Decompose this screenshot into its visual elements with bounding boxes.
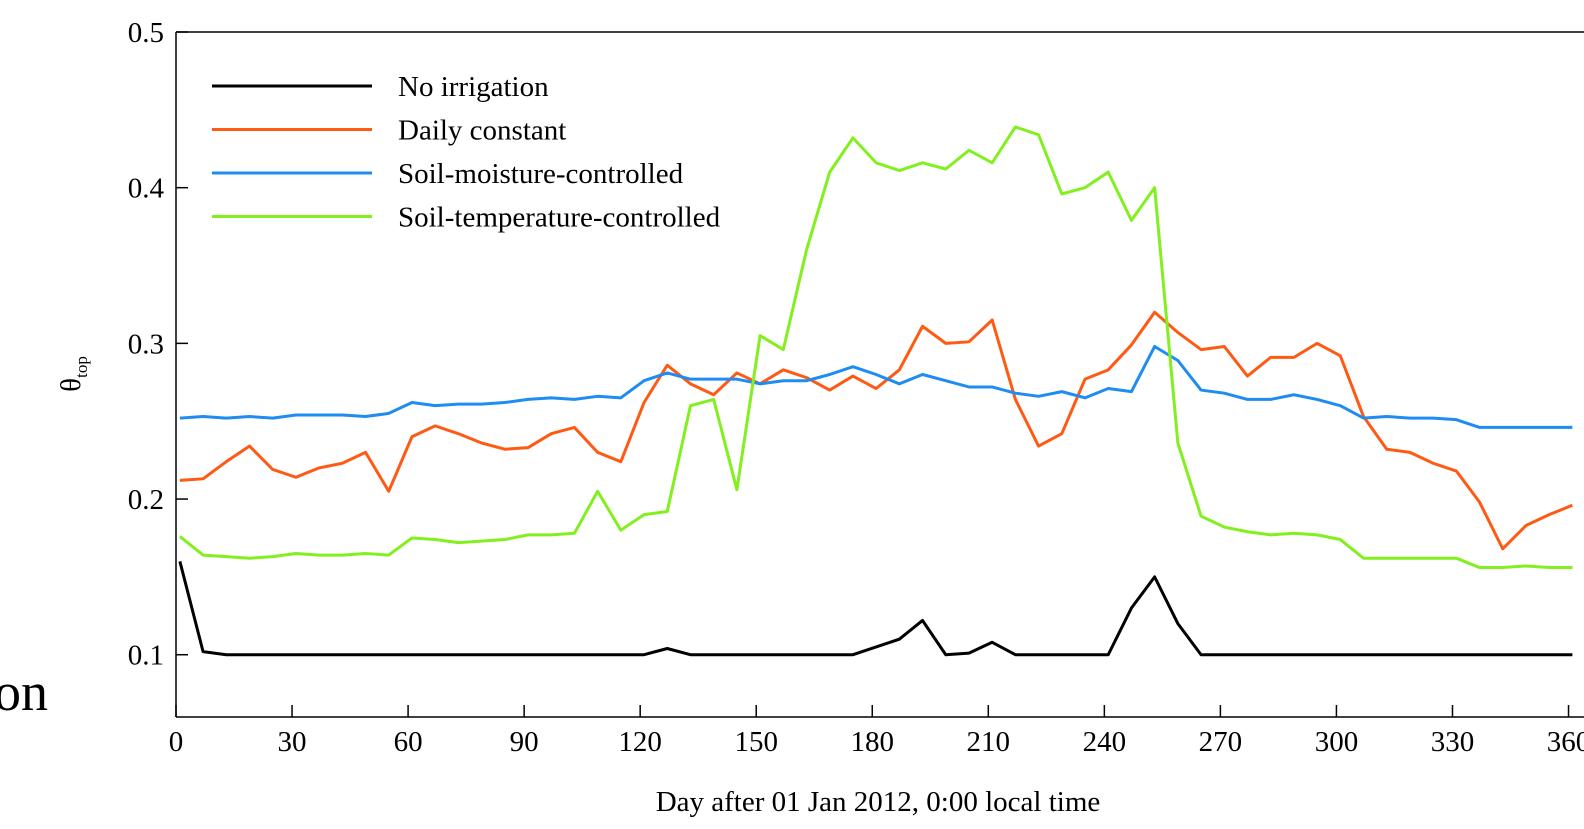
x-axis-title: Day after 01 Jan 2012, 0:00 local time <box>656 786 1101 818</box>
legend-label: Soil-temperature-controlled <box>398 202 721 234</box>
legend-label: Soil-moisture-controlled <box>398 158 684 190</box>
x-tick-label: 360 <box>1547 726 1584 758</box>
x-tick-label: 30 <box>278 726 307 758</box>
x-tick-label: 0 <box>169 726 184 758</box>
y-axis-symbol: θ <box>55 378 87 392</box>
x-tick-label: 210 <box>967 726 1011 758</box>
y-tick-label: 0.1 <box>128 640 164 672</box>
x-tick-label: 120 <box>618 726 662 758</box>
y-tick-label: 0.2 <box>128 484 164 516</box>
x-tick-label: 90 <box>510 726 539 758</box>
x-tick-label: 270 <box>1199 726 1243 758</box>
x-tick-label: 180 <box>851 726 895 758</box>
legend-label: No irrigation <box>398 71 549 103</box>
y-tick-label: 0.3 <box>128 328 164 360</box>
y-axis-subscript: top <box>72 356 91 378</box>
legend-label: Daily constant <box>398 115 566 147</box>
y-tick-label: 0.4 <box>128 173 165 205</box>
series-line <box>179 344 1573 429</box>
y-axis-title: θtop <box>55 356 91 392</box>
x-tick-label: 300 <box>1315 726 1359 758</box>
series-line <box>178 560 1573 657</box>
x-tick-label: 60 <box>394 726 423 758</box>
y-tick-label: 0.5 <box>128 17 164 49</box>
x-tick-label: 330 <box>1431 726 1475 758</box>
x-tick-label: 240 <box>1083 726 1127 758</box>
annotation: on <box>0 662 48 722</box>
series-line <box>179 310 1573 551</box>
x-tick-label: 150 <box>734 726 778 758</box>
series-line <box>178 125 1573 570</box>
